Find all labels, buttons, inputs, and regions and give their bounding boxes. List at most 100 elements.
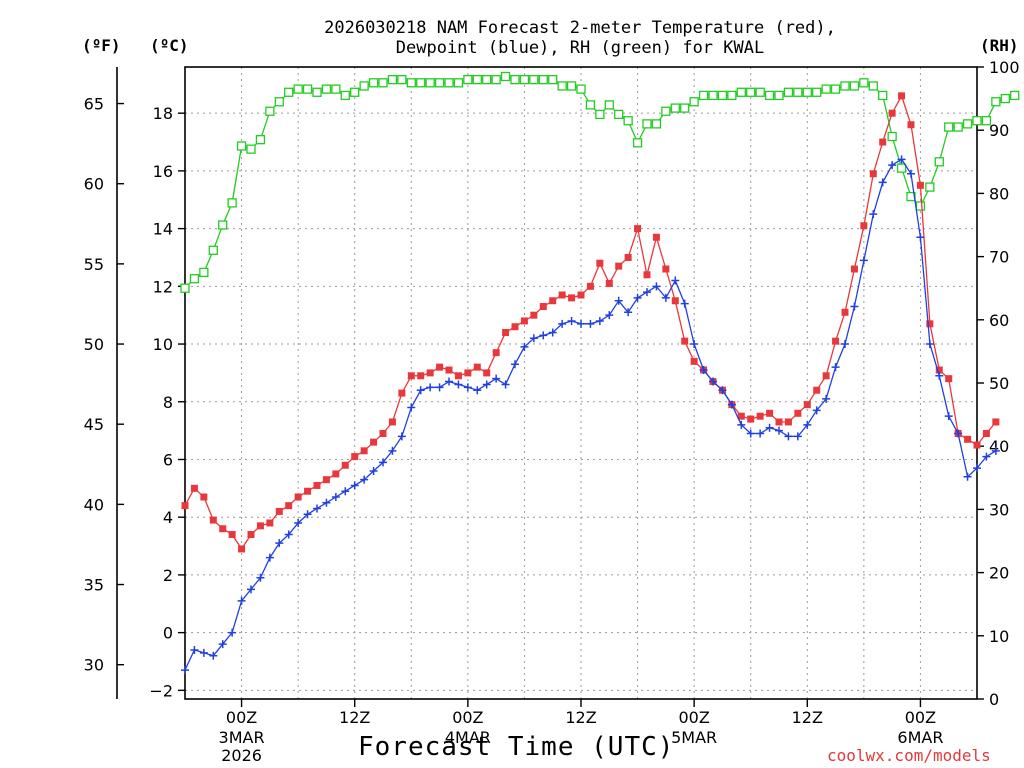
temperature-point (737, 412, 745, 420)
temperature-point (775, 418, 783, 426)
dewpoint-point (218, 640, 227, 649)
dewpoint-point (313, 504, 321, 513)
rh-point (529, 74, 539, 85)
temperature-point (275, 507, 283, 515)
temperature-point (973, 441, 981, 449)
rh-point (491, 74, 501, 85)
dewpoint-point (256, 573, 265, 582)
rh-point (463, 74, 473, 85)
temperature-point (426, 369, 434, 377)
dewpoint-point (633, 293, 642, 302)
rh-point (623, 116, 633, 126)
rh-tick-label: 80 (989, 184, 1009, 203)
temperature-point (605, 279, 613, 287)
rh-point (991, 97, 1001, 107)
dewpoint-point (303, 510, 312, 519)
dewpoint-point (718, 386, 727, 395)
rh-point (265, 106, 275, 116)
rh-point (981, 116, 992, 126)
temperature-point (539, 303, 547, 311)
dewpoint-point (793, 432, 802, 441)
dewpoint-point (445, 377, 453, 386)
dewpoint-point (614, 296, 623, 305)
rh-point (453, 78, 464, 88)
dewpoint-point (492, 374, 501, 383)
rh-point (368, 78, 379, 88)
dewpoint-point (209, 651, 218, 660)
rh-point (972, 116, 982, 126)
rh-point (331, 84, 341, 94)
dewpoint-point (897, 155, 906, 164)
rh-point (350, 87, 360, 97)
temperature-point (200, 493, 208, 501)
temperature-point (219, 525, 227, 533)
dewpoint-point (991, 446, 1000, 455)
dewpoint-point (341, 487, 350, 496)
dewpoint-point (322, 498, 331, 507)
dewpoint-point (379, 458, 387, 467)
temperature-point (888, 109, 896, 117)
dewpoint-point (247, 585, 255, 594)
dewpoint-point (775, 426, 783, 435)
temperature-point (332, 470, 340, 478)
temperature-point (483, 369, 491, 377)
temperature-point (313, 481, 321, 489)
rh-tick-label: 0 (989, 690, 999, 709)
dewpoint-point (624, 308, 633, 317)
dewpoint-point (237, 596, 246, 605)
dewpoint-point (869, 210, 878, 219)
rh-point (953, 122, 963, 132)
celsius-tick-label: 0 (163, 624, 173, 643)
dewpoint-line (184, 158, 997, 671)
dewpoint-point (784, 432, 793, 441)
temperature-point (379, 430, 387, 438)
dewpoint-point (567, 316, 576, 325)
rh-point (727, 90, 737, 101)
temperature-point (643, 271, 651, 279)
fahrenheit-tick-label: 55 (84, 255, 104, 274)
rh-point (689, 97, 699, 107)
rh-point (802, 87, 812, 97)
rh-point (557, 81, 567, 91)
dewpoint-point (275, 539, 284, 548)
dewpoint-point (529, 334, 538, 343)
temperature-point (370, 438, 378, 446)
temperature-point (652, 233, 660, 241)
rh-point (576, 84, 586, 94)
rh-point (670, 103, 680, 113)
dewpoint-point (643, 288, 651, 297)
rh-point (482, 74, 492, 85)
rh-tick-label: 10 (989, 627, 1009, 646)
rh-point (236, 141, 247, 151)
celsius-tick-label: 10 (153, 335, 173, 354)
rh-point (680, 103, 690, 113)
temperature-point (898, 92, 906, 100)
celsius-tick-label: 18 (153, 104, 173, 123)
rh-point (651, 119, 662, 129)
temperature-point (228, 531, 236, 539)
temperature-point (832, 337, 840, 345)
temperature-point (756, 412, 764, 420)
rh-point (896, 163, 907, 173)
temperature-point (511, 323, 519, 331)
temperature-point (209, 516, 217, 524)
dewpoint-point (482, 380, 491, 389)
temperature-point (747, 415, 755, 423)
rh-point (585, 100, 596, 110)
temperature-point (454, 372, 462, 380)
dewpoint-point (944, 412, 953, 421)
rh-point (925, 182, 935, 192)
rh-point (566, 81, 577, 91)
temperature-point (322, 476, 330, 484)
rh-point (849, 81, 860, 91)
dewpoint-point (916, 233, 925, 242)
dewpoint-point (265, 553, 274, 562)
x-tick-label: 00Z (678, 708, 709, 727)
rh-point (708, 90, 718, 101)
rh-point (1010, 90, 1020, 101)
rh-point (764, 90, 775, 101)
temperature-point (558, 291, 566, 299)
dewpoint-point (831, 363, 840, 372)
fahrenheit-tick-label: 35 (84, 576, 104, 595)
dewpoint-point (925, 340, 934, 349)
